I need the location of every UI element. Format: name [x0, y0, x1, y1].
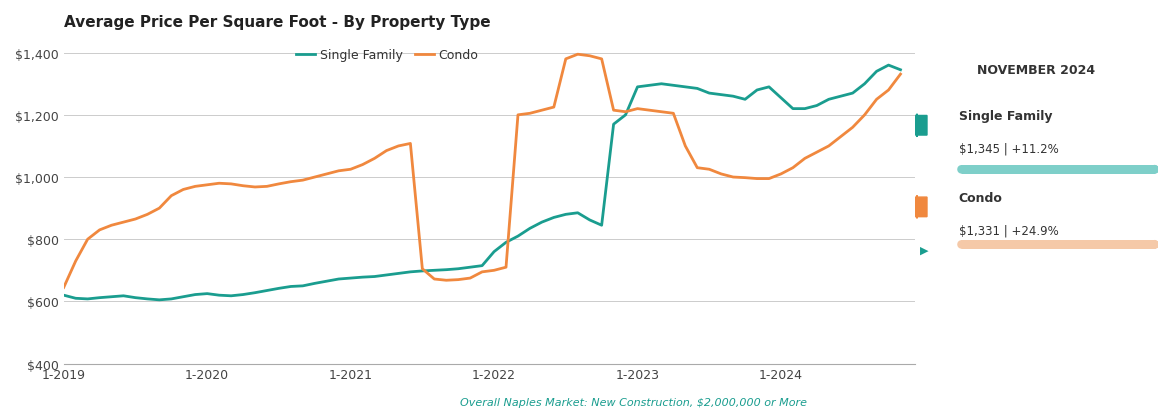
Single Family: [56, 293, 70, 298]
Text: ▶: ▶: [920, 245, 928, 255]
Single Family: [822, 97, 836, 102]
FancyArrow shape: [908, 196, 927, 219]
Single Family: [188, 292, 202, 297]
Condo: [857, 113, 872, 118]
Line: Single Family: Single Family: [63, 66, 901, 300]
Single Family: [857, 82, 872, 87]
Single Family: [81, 297, 95, 301]
Single Family: [152, 298, 167, 303]
Text: NOVEMBER 2024: NOVEMBER 2024: [977, 64, 1096, 77]
Text: $1,345 | +11.2%: $1,345 | +11.2%: [958, 142, 1058, 155]
Condo: [81, 237, 95, 242]
Condo: [463, 276, 477, 281]
Legend: Single Family, Condo: Single Family, Condo: [291, 44, 483, 67]
Condo: [703, 167, 717, 172]
Single Family: [475, 263, 489, 268]
Text: Average Price Per Square Foot - By Property Type: Average Price Per Square Foot - By Prope…: [63, 15, 490, 30]
Text: Single Family: Single Family: [958, 110, 1052, 123]
Single Family: [571, 211, 585, 216]
FancyArrowPatch shape: [962, 244, 1155, 245]
Line: Condo: Condo: [63, 55, 901, 288]
Condo: [894, 72, 908, 77]
Condo: [571, 52, 585, 57]
Single Family: [894, 68, 908, 73]
Text: Condo: Condo: [958, 191, 1003, 204]
Condo: [558, 57, 572, 62]
FancyArrow shape: [908, 114, 927, 138]
Text: $1,331 | +24.9%: $1,331 | +24.9%: [958, 224, 1058, 237]
Condo: [296, 178, 310, 183]
Single Family: [881, 64, 895, 69]
Condo: [56, 285, 70, 290]
Text: Overall Naples Market: New Construction, $2,000,000 or More: Overall Naples Market: New Construction,…: [460, 397, 807, 407]
